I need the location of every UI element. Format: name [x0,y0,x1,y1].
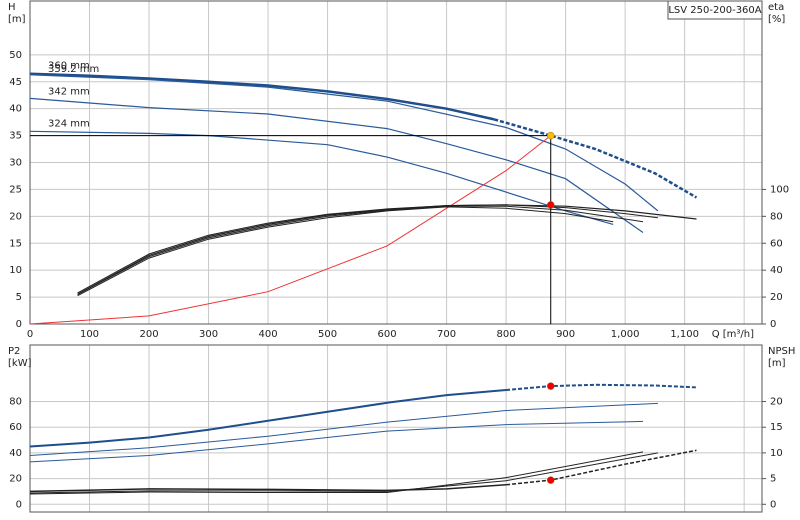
curve [29,72,495,121]
y2-tick-label: 10 [770,448,783,459]
y-tick-label: 50 [9,50,22,61]
operating-point [546,131,555,140]
curve [29,389,507,448]
x-tick-label: 800 [497,329,516,340]
curve-label: 359.2 mm [48,64,99,75]
x-tick-label: 700 [437,329,456,340]
curve-label: 360 mm [48,61,90,72]
x-tick-label: 1,100 [670,329,699,340]
curve [29,420,644,463]
x-tick-label: 100 [80,329,99,340]
curve [29,451,644,495]
y-tick-label: 30 [9,158,22,169]
x-tick-label: 300 [199,329,218,340]
curve [77,204,658,294]
x-tick-label: 500 [318,329,337,340]
y2-tick-label: 40 [770,265,783,276]
curve-label: 342 mm [48,86,90,97]
y-tick-label: 45 [9,77,22,88]
plot-frame [29,344,763,513]
y-tick-label: 40 [9,104,22,115]
x-tick-label: 600 [378,329,397,340]
y-tick-label: 25 [9,184,22,195]
operating-point [546,201,555,209]
y-tick-label: 20 [9,474,22,485]
curve [29,484,507,493]
x-tick-label: 1,000 [611,329,640,340]
curve [493,118,698,199]
y2-axis-label: eta [768,2,784,13]
y-tick-label: 0 [16,319,22,330]
curve [29,452,658,494]
y2-tick-label: 20 [770,292,783,303]
curve [77,205,644,295]
y2-tick-label: 5 [770,474,776,485]
curve [29,135,552,325]
plot-1: 0 20 40 60 80 0 5 10 15 20 P2[kW] NPSH[m] [8,344,795,513]
curve [77,206,614,297]
y-tick-label: 80 [9,397,22,408]
y2-tick-label: 20 [770,397,783,408]
y-axis-label: H [8,2,16,13]
curve [29,97,644,233]
y-axis-label: [kW] [8,358,32,369]
curve [29,402,658,456]
y-axis-label: P2 [8,346,20,357]
y-tick-label: 35 [9,131,22,142]
y-tick-label: 20 [9,211,22,222]
curve [77,204,697,295]
operating-point [546,382,555,390]
y-axis-label: [m] [8,14,26,25]
plot-frame [29,0,763,325]
y-tick-label: 15 [9,238,22,249]
x-axis-label: Q [m³/h] [712,329,754,340]
y-tick-label: 5 [16,292,22,303]
y-tick-label: 60 [9,422,22,433]
y2-axis-label: [%] [768,14,785,25]
curve [29,130,614,225]
curve [29,74,659,212]
curve [506,449,697,486]
operating-point [546,476,555,484]
x-tick-label: 0 [27,329,33,340]
curve [506,383,697,391]
y2-tick-label: 15 [770,422,783,433]
y2-tick-label: 100 [770,184,789,195]
y2-tick-label: 60 [770,238,783,249]
title-box [667,0,763,20]
y2-tick-label: 80 [770,211,783,222]
curve-label: 324 mm [48,118,90,129]
x-tick-label: 400 [259,329,278,340]
y-tick-label: 0 [16,499,22,510]
chart-title: LSV 250-200-360A [668,5,761,16]
x-tick-label: 200 [139,329,158,340]
y2-axis-label: NPSH [768,346,795,357]
y-tick-label: 10 [9,265,22,276]
plot-area [30,345,762,512]
y2-tick-label: 0 [770,499,776,510]
x-tick-label: 900 [556,329,575,340]
y2-tick-label: 0 [770,319,776,330]
y2-axis-label: [m] [768,358,786,369]
y-tick-label: 40 [9,448,22,459]
